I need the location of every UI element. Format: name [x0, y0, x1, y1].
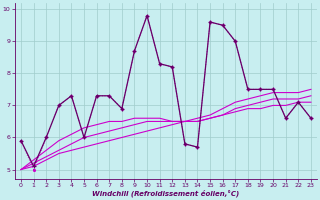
X-axis label: Windchill (Refroidissement éolien,°C): Windchill (Refroidissement éolien,°C) — [92, 190, 240, 197]
